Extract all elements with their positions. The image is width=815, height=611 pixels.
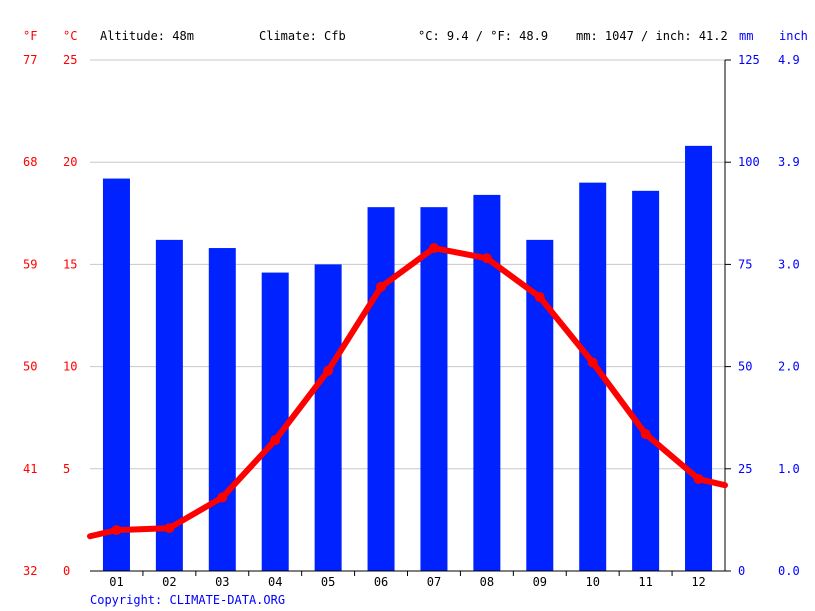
precipitation-bar <box>314 264 342 571</box>
temperature-point <box>376 281 387 292</box>
climate-label: Climate: Cfb <box>259 29 346 43</box>
temperature-point <box>164 523 175 534</box>
month-tick-label: 02 <box>162 575 176 589</box>
month-tick-label: 10 <box>585 575 599 589</box>
precipitation-bars <box>102 145 713 572</box>
tick-label-celsius: 15 <box>63 257 77 271</box>
temperature-line <box>87 243 728 540</box>
precipitation-bar <box>155 239 183 571</box>
tick-label-mm: 50 <box>738 360 752 374</box>
temperature-point <box>217 492 228 503</box>
unit-inch-label: inch <box>779 29 808 43</box>
precipitation-bar <box>367 207 395 571</box>
tick-label-fahrenheit: 41 <box>23 462 37 476</box>
tick-label-celsius: 10 <box>63 360 77 374</box>
temperature-point <box>693 474 704 485</box>
temperature-point <box>640 429 651 440</box>
temperature-point <box>323 365 334 376</box>
temperature-average-label: °C: 9.4 / °F: 48.9 <box>418 29 548 43</box>
temperature-point <box>111 525 122 536</box>
tick-label-inch: 3.9 <box>778 155 800 169</box>
month-tick-label: 04 <box>268 575 282 589</box>
tick-label-inch: 3.0 <box>778 257 800 271</box>
temperature-point <box>534 292 545 303</box>
axis-tick-labels: 32 0 0 0.041 5 25 1.050 10 50 2.059 15 75 3.068 20 100… <box>23 53 800 589</box>
month-tick-label: 03 <box>215 575 229 589</box>
tick-label-inch: 2.0 <box>778 360 800 374</box>
temperature-point <box>481 253 492 264</box>
precipitation-total-label: mm: 1047 / inch: 41.2 <box>576 29 728 43</box>
copyright-text: Copyright: CLIMATE-DATA.ORG <box>90 593 285 607</box>
tick-label-inch: 1.0 <box>778 462 800 476</box>
tick-label-celsius: 5 <box>63 462 70 476</box>
precipitation-bar <box>632 190 660 572</box>
precipitation-bar <box>420 207 448 571</box>
unit-mm-label: mm <box>739 29 753 43</box>
tick-label-mm: 100 <box>738 155 760 169</box>
tick-label-fahrenheit: 50 <box>23 360 37 374</box>
unit-celsius-label: °C <box>63 29 77 43</box>
month-tick-label: 06 <box>374 575 388 589</box>
tick-label-fahrenheit: 59 <box>23 257 37 271</box>
tick-label-inch: 4.9 <box>778 53 800 67</box>
tick-label-mm: 25 <box>738 462 752 476</box>
month-tick-label: 05 <box>321 575 335 589</box>
tick-label-inch: 0.0 <box>778 564 800 578</box>
precipitation-bar <box>261 272 289 571</box>
tick-label-celsius: 20 <box>63 155 77 169</box>
precipitation-bar <box>473 194 501 572</box>
temperature-point <box>587 357 598 368</box>
month-tick-label: 01 <box>109 575 123 589</box>
tick-label-fahrenheit: 68 <box>23 155 37 169</box>
tick-label-mm: 125 <box>738 53 760 67</box>
precipitation-bar <box>208 248 236 571</box>
altitude-label: Altitude: 48m <box>100 29 194 43</box>
month-tick-label: 12 <box>691 575 705 589</box>
tick-label-mm: 0 <box>738 564 745 578</box>
tick-label-celsius: 0 <box>63 564 70 578</box>
axes <box>90 60 726 572</box>
unit-fahrenheit-label: °F <box>23 29 37 43</box>
tick-label-celsius: 25 <box>63 53 77 67</box>
precipitation-bar <box>685 145 713 571</box>
temperature-point <box>428 243 439 254</box>
tick-label-fahrenheit: 77 <box>23 53 37 67</box>
precipitation-bar <box>102 178 130 571</box>
month-tick-label: 07 <box>427 575 441 589</box>
temperature-line-path <box>87 245 728 540</box>
temperature-point <box>270 435 281 446</box>
month-tick-label: 08 <box>480 575 494 589</box>
month-tick-label: 09 <box>533 575 547 589</box>
month-tick-label: 11 <box>638 575 652 589</box>
tick-label-mm: 75 <box>738 257 752 271</box>
tick-label-fahrenheit: 32 <box>23 564 37 578</box>
